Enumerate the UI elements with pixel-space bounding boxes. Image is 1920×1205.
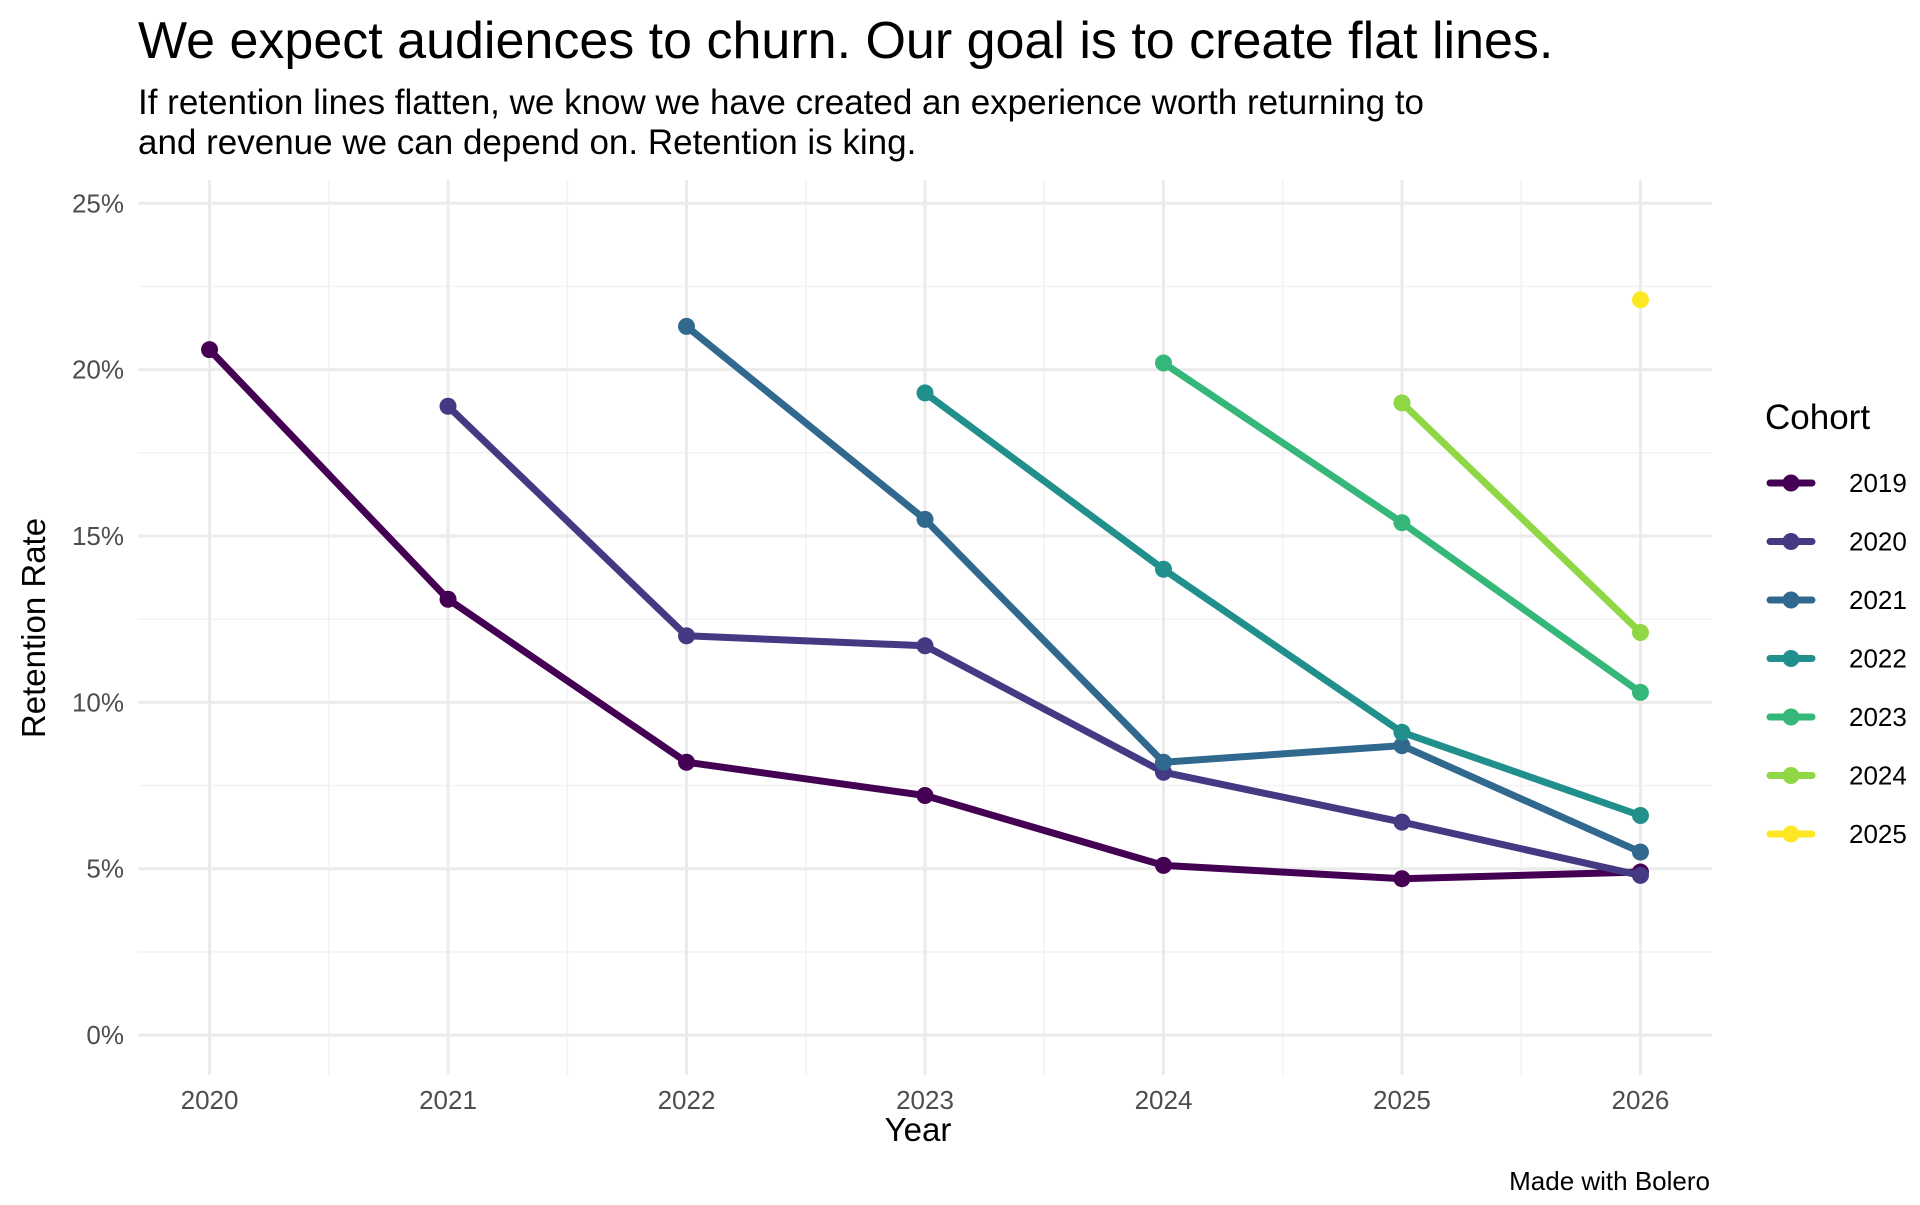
- series-line-2024: [1398, 399, 1644, 636]
- series-cohort-2024: [1393, 394, 1649, 641]
- series-cohort-2020: [439, 397, 1649, 884]
- legend-item-2022: 2022: [1766, 644, 1907, 674]
- x-tick-label: 2021: [419, 1085, 477, 1115]
- data-point-2019: [678, 753, 696, 771]
- data-point-2019: [439, 590, 457, 608]
- data-point-2024: [1631, 623, 1649, 641]
- data-point-2023: [1631, 683, 1649, 701]
- data-point-2020: [916, 637, 934, 655]
- data-point-2023: [1393, 514, 1411, 532]
- data-point-2022: [1154, 560, 1172, 578]
- data-point-2022: [1393, 723, 1411, 741]
- data-point-2020: [1393, 813, 1411, 831]
- series-cohort-2023: [1154, 354, 1649, 701]
- data-point-2019: [201, 341, 219, 359]
- x-tick-label: 2023: [896, 1085, 954, 1115]
- legend-items: 2019 2020 2021 2022 2023 2024 2025: [1766, 468, 1907, 849]
- data-point-2022: [1631, 806, 1649, 824]
- chart-subtitle-line-1: If retention lines flatten, we know we h…: [138, 83, 1424, 122]
- legend-label: 2024: [1849, 761, 1907, 791]
- major-gridlines: [138, 180, 1712, 1075]
- legend-label: 2019: [1849, 468, 1907, 498]
- x-tick-label: 2025: [1373, 1085, 1431, 1115]
- legend-swatch-point: [1782, 650, 1800, 667]
- series-cohort-2022: [916, 384, 1649, 824]
- legend-label: 2023: [1849, 702, 1907, 732]
- series-cohort-2025: [1631, 291, 1649, 309]
- x-tick-label: 2024: [1135, 1085, 1193, 1115]
- series-line-2022: [921, 389, 1644, 819]
- legend-item-2024: 2024: [1766, 761, 1907, 791]
- y-tick-label: 5%: [86, 854, 124, 884]
- chart-subtitle-line-2: and revenue we can depend on. Retention …: [138, 123, 916, 162]
- legend-item-2023: 2023: [1766, 702, 1907, 732]
- legend-swatch-point: [1782, 767, 1800, 784]
- y-tick-label: 25%: [72, 188, 124, 218]
- data-point-2024: [1393, 394, 1411, 412]
- series-cohort-2021: [678, 317, 1649, 861]
- data-point-2021: [916, 510, 934, 528]
- data-point-2020: [678, 627, 696, 645]
- legend-title: Cohort: [1765, 398, 1870, 437]
- y-tick-label: 10%: [72, 687, 124, 717]
- legend: Cohort 2019 2020 2021 2022 2023 2024 2025: [1765, 398, 1907, 849]
- legend-label: 2021: [1849, 585, 1907, 615]
- data-point-2019: [1393, 870, 1411, 888]
- legend-label: 2020: [1849, 527, 1907, 557]
- y-tick-label: 15%: [72, 521, 124, 551]
- x-tick-label: 2020: [181, 1085, 239, 1115]
- y-tick-label: 0%: [86, 1020, 124, 1050]
- y-axis-ticks: 0% 5% 10% 15% 20% 25%: [72, 188, 124, 1050]
- data-point-2021: [678, 317, 696, 335]
- chart-title: We expect audiences to churn. Our goal i…: [138, 12, 1553, 70]
- legend-item-2019: 2019: [1766, 468, 1907, 498]
- data-point-2025: [1631, 291, 1649, 309]
- data-point-2021: [1393, 737, 1411, 755]
- data-point-2020: [439, 397, 457, 415]
- legend-item-2020: 2020: [1766, 527, 1907, 557]
- data-point-2020: [1631, 866, 1649, 884]
- data-point-2021: [1154, 753, 1172, 771]
- data-point-2023: [1154, 354, 1172, 372]
- legend-item-2021: 2021: [1766, 585, 1907, 615]
- legend-swatch-point: [1782, 591, 1800, 609]
- legend-label: 2022: [1849, 644, 1907, 674]
- x-tick-label: 2026: [1612, 1085, 1670, 1115]
- legend-label: 2025: [1849, 819, 1907, 849]
- x-tick-label: 2022: [658, 1085, 716, 1115]
- y-tick-label: 20%: [72, 355, 124, 385]
- chart-caption: Made with Bolero: [1509, 1166, 1710, 1196]
- data-point-2019: [1154, 856, 1172, 874]
- legend-item-2025: 2025: [1766, 819, 1907, 849]
- x-axis-title: Year: [885, 1111, 952, 1148]
- series-line-2020: [444, 402, 1644, 879]
- legend-swatch-point: [1782, 825, 1800, 843]
- series-layer: [201, 291, 1649, 888]
- data-point-2021: [1631, 843, 1649, 861]
- y-axis-title: Retention Rate: [15, 518, 52, 738]
- data-point-2019: [916, 787, 934, 805]
- legend-swatch-point: [1782, 533, 1800, 550]
- data-point-2022: [916, 384, 934, 402]
- legend-swatch-point: [1782, 474, 1800, 492]
- series-cohort-2019: [201, 341, 1649, 888]
- legend-swatch-point: [1782, 708, 1800, 726]
- x-axis-ticks: 2020 2021 2022 2023 2024 2025 2026: [181, 1085, 1670, 1115]
